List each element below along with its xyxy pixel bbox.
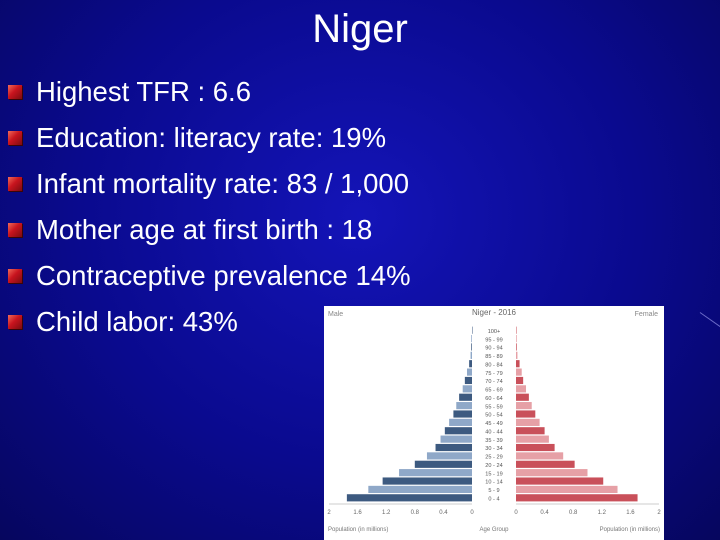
age-group-label: 75 - 79 (485, 371, 502, 377)
age-group-label: 40 - 44 (485, 429, 502, 435)
bullet-text: Highest TFR : 6.6 (36, 76, 251, 107)
age-group-label: 0 - 4 (488, 497, 499, 503)
pyramid-svg: Male Female Niger - 2016 Population (in … (327, 308, 661, 533)
x-tick-label: 0.4 (540, 510, 549, 516)
male-bar (440, 435, 472, 443)
male-bar (459, 393, 472, 401)
x-tick-label: 2 (327, 510, 331, 516)
age-group-label: 5 - 9 (488, 488, 499, 494)
age-group-label: 20 - 24 (485, 463, 502, 469)
age-group-label: 90 - 94 (485, 346, 502, 352)
female-bar (516, 334, 517, 343)
male-bar (453, 410, 472, 418)
female-bar (516, 360, 520, 368)
population-pyramid-chart: Male Female Niger - 2016 Population (in … (324, 306, 664, 540)
female-bar (516, 452, 564, 460)
female-bar (516, 427, 545, 435)
bullet-text: Infant mortality rate: 83 / 1,000 (36, 168, 409, 199)
female-bar (516, 435, 549, 443)
age-group-label: 55 - 59 (485, 404, 502, 410)
age-group-label: 85 - 89 (485, 354, 502, 360)
x-tick-label: 0.4 (439, 510, 448, 516)
female-bar (516, 443, 555, 452)
male-bar (470, 351, 472, 359)
age-group-label: 15 - 19 (485, 471, 502, 477)
age-group-label: 45 - 49 (485, 421, 502, 427)
bullet-text: Contraceptive prevalence 14% (36, 260, 411, 291)
square-bullet-icon (8, 131, 22, 145)
female-bar (516, 485, 618, 494)
female-bar (516, 402, 532, 410)
square-bullet-icon (8, 315, 22, 329)
female-bar (516, 410, 536, 418)
male-bar (368, 485, 472, 494)
female-bar (516, 343, 517, 351)
female-bar (516, 477, 604, 485)
x-tick-label: 0.8 (569, 510, 578, 516)
x-tick-label: 0 (470, 510, 474, 516)
square-bullet-icon (8, 85, 22, 99)
x-tick-label: 1.6 (626, 510, 635, 516)
male-bar (471, 343, 472, 351)
male-bar (471, 334, 472, 343)
square-bullet-icon (8, 269, 22, 283)
female-bar (516, 376, 524, 385)
female-bar (516, 326, 517, 334)
x-tick-label: 2 (657, 510, 661, 516)
x-tick-label: 0 (514, 510, 518, 516)
age-group-label: 100+ (488, 329, 501, 335)
center-axis-label: Age Group (479, 527, 509, 533)
age-group-label: 35 - 39 (485, 438, 502, 444)
age-group-label: 80 - 84 (485, 362, 502, 368)
male-bar (469, 360, 472, 368)
x-tick-label: 1.2 (382, 510, 391, 516)
female-bar (516, 368, 522, 376)
female-bar (516, 351, 518, 359)
male-bar (449, 418, 472, 426)
x-tick-label: 0.8 (411, 510, 420, 516)
square-bullet-icon (8, 223, 22, 237)
female-bar (516, 385, 527, 393)
age-group-label: 25 - 29 (485, 455, 502, 461)
male-bar (382, 477, 472, 485)
male-bar (456, 402, 472, 410)
age-group-label: 65 - 69 (485, 388, 502, 394)
male-bar (346, 494, 472, 502)
female-bar (516, 460, 575, 468)
female-label: Female (635, 311, 658, 318)
female-bar (516, 393, 529, 401)
male-bar (435, 443, 472, 452)
age-group-label: 70 - 74 (485, 379, 502, 385)
x-tick-label: 1.2 (598, 510, 607, 516)
male-bar (464, 376, 472, 385)
male-bar (462, 385, 472, 393)
chart-title: Niger - 2016 (472, 308, 517, 317)
age-group-label: 50 - 54 (485, 413, 502, 419)
male-bar (426, 452, 472, 460)
female-bar (516, 469, 588, 477)
x-axis-label-left: Population (in millions) (328, 527, 388, 533)
age-group-label: 10 - 14 (485, 480, 502, 486)
male-bar (399, 469, 472, 477)
square-bullet-icon (8, 177, 22, 191)
x-tick-label: 1.6 (353, 510, 362, 516)
female-bar (516, 418, 540, 426)
slide-title: Niger (312, 7, 408, 51)
age-group-label: 30 - 34 (485, 446, 502, 452)
bullet-text: Education: literacy rate: 19% (36, 122, 387, 153)
male-bar (466, 368, 472, 376)
x-axis-label-right: Population (in millions) (600, 527, 660, 533)
decorative-line (699, 312, 720, 331)
age-group-label: 60 - 64 (485, 396, 502, 402)
male-bar (472, 326, 473, 334)
male-bar (414, 460, 472, 468)
bullet-text: Mother age at first birth : 18 (36, 214, 373, 245)
male-label: Male (328, 311, 343, 318)
female-bar (516, 494, 638, 502)
age-group-label: 95 - 99 (485, 337, 502, 343)
bullet-text: Child labor: 43% (36, 306, 238, 337)
male-bar (444, 427, 472, 435)
